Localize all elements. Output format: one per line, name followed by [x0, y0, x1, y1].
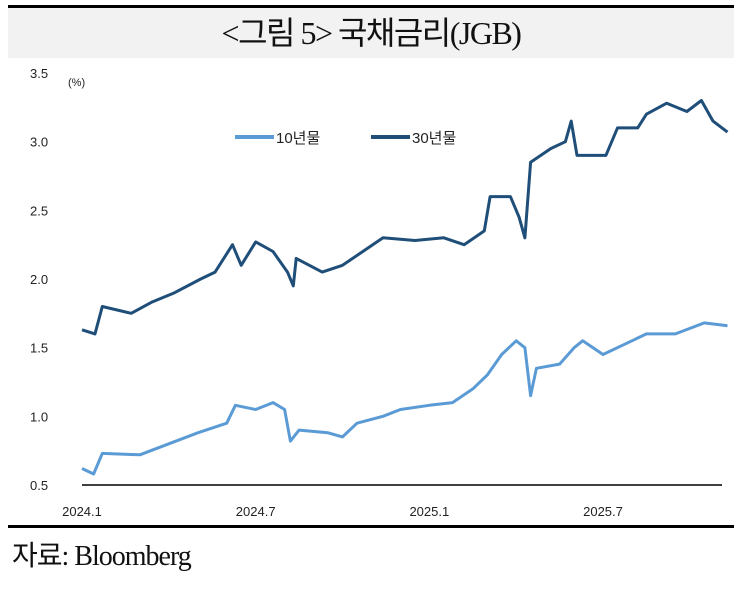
y-tick-label: 1.5 — [30, 341, 48, 356]
title-bar: <그림 5> 국채금리(JGB) — [8, 8, 734, 58]
x-tick-label: 2025.1 — [409, 504, 449, 519]
x-tick-label: 2024.7 — [236, 504, 276, 519]
y-tick-label: 2.5 — [30, 203, 48, 218]
y-unit-label: (%) — [68, 77, 85, 89]
legend: 10년물 30년물 — [235, 130, 456, 147]
bottom-rule — [8, 525, 734, 528]
chart-title: <그림 5> 국채금리(JGB) — [221, 15, 522, 51]
line-chart: 3.5 3.0 2.5 2.0 1.5 1.0 0.5 (%) 2024.1 2024.7 20… — [30, 66, 729, 519]
y-tick-label: 2.0 — [30, 272, 48, 287]
series-line-10y — [81, 321, 728, 476]
y-tick-label: 0.5 — [30, 478, 48, 493]
legend-label-30y: 30년물 — [412, 130, 456, 147]
x-tick-label: 2024.1 — [62, 504, 102, 519]
top-rule — [8, 5, 734, 8]
y-tick-label: 3.5 — [30, 66, 48, 81]
legend-label-10y: 10년물 — [276, 130, 320, 147]
source-note: 자료: Bloomberg — [12, 541, 192, 572]
y-tick-label: 3.0 — [30, 135, 48, 150]
x-tick-label: 2025.7 — [583, 504, 623, 519]
y-tick-label: 1.0 — [30, 409, 48, 424]
series-line-30y — [81, 99, 729, 336]
